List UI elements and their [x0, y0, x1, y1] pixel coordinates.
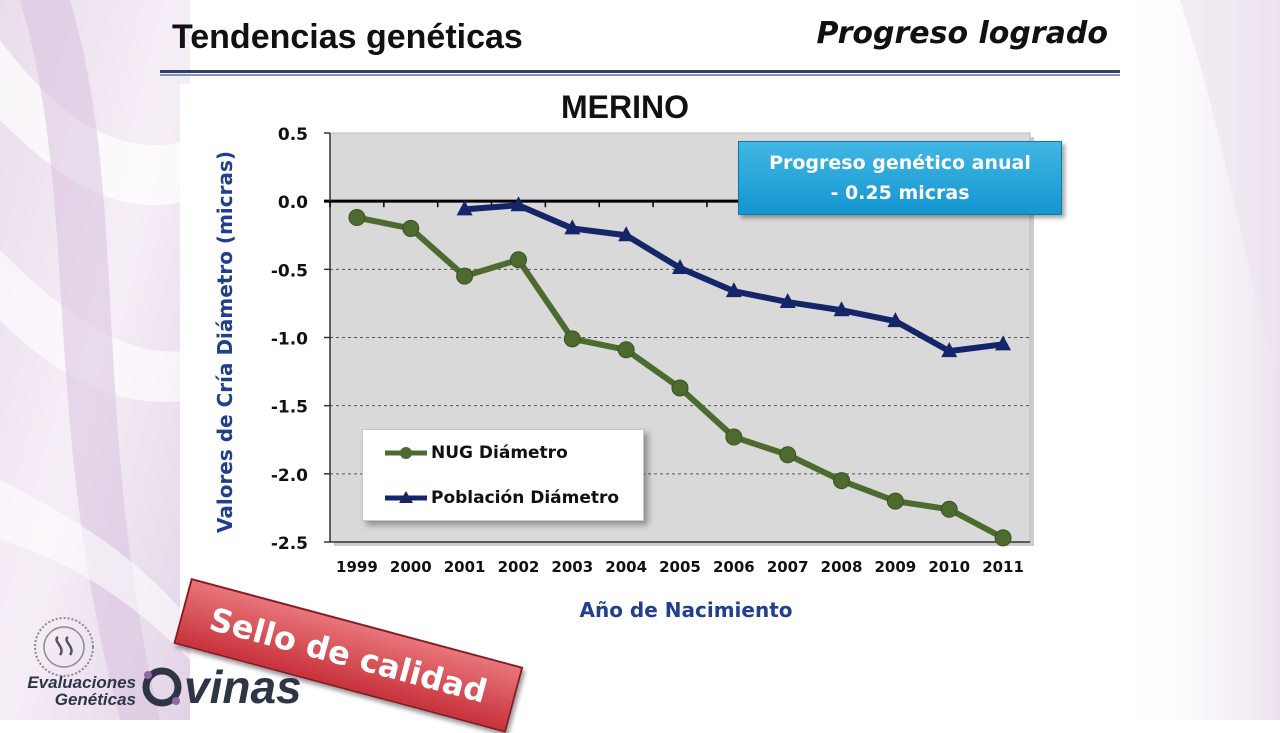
- legend-label-poblacion: Población Diámetro: [431, 488, 620, 508]
- data-point-nug: [402, 219, 420, 237]
- data-point-nug: [456, 267, 474, 285]
- data-point-poblacion: [618, 226, 635, 242]
- x-tick-label: 2008: [821, 558, 863, 576]
- chart-legend: NUG Diámetro Población Diámetro: [362, 429, 644, 521]
- x-tick-label: 1999: [336, 558, 378, 576]
- data-point-nug: [671, 379, 689, 397]
- annual-progress-callout: Progreso genético anual - 0.25 micras: [738, 141, 1062, 215]
- x-tick-label: 2000: [390, 558, 432, 576]
- data-point-nug: [563, 330, 581, 348]
- callout-line-1: Progreso genético anual: [769, 152, 1031, 174]
- data-point-poblacion: [564, 219, 581, 235]
- data-point-poblacion: [995, 335, 1012, 351]
- data-point-nug: [940, 500, 958, 518]
- logo-text: Evaluaciones Genéticas: [6, 674, 136, 708]
- x-tick-label: 2001: [444, 558, 486, 576]
- data-point-poblacion: [941, 342, 958, 358]
- legend-item-poblacion: Población Diámetro: [381, 484, 641, 514]
- data-point-nug: [617, 341, 635, 359]
- x-tick-label: 2004: [605, 558, 647, 576]
- x-tick-label: 2009: [875, 558, 917, 576]
- data-point-nug: [509, 251, 527, 269]
- x-tick-label: 2010: [928, 558, 970, 576]
- y-tick-label: -2.5: [271, 534, 308, 554]
- data-point-nug: [833, 472, 851, 490]
- x-tick-label: 2007: [767, 558, 809, 576]
- chart-title: MERINO: [561, 89, 689, 125]
- title-divider-accent: [160, 74, 1120, 76]
- callout-line-2: - 0.25 micras: [830, 182, 970, 204]
- data-point-nug: [348, 209, 366, 227]
- x-tick-label: 2011: [982, 558, 1024, 576]
- x-tick-label: 2006: [713, 558, 755, 576]
- data-point-poblacion: [779, 293, 796, 309]
- legend-swatch-poblacion: [385, 491, 427, 503]
- legend-label-nug: NUG Diámetro: [431, 443, 568, 463]
- logo-line-1: Evaluaciones: [27, 673, 136, 692]
- data-point-poblacion: [833, 301, 850, 317]
- logo-brand-text: vinas: [184, 661, 302, 713]
- logo-line-2: Genéticas: [54, 690, 136, 709]
- y-tick-label: 0.0: [278, 193, 308, 213]
- data-point-nug: [779, 446, 797, 464]
- data-point-nug: [725, 428, 743, 446]
- y-axis-title: Valores de Cría Diámetro (micras): [213, 151, 237, 533]
- seal-logo-icon: [34, 617, 94, 677]
- data-point-poblacion: [672, 258, 688, 274]
- y-tick-label: -0.5: [271, 261, 308, 281]
- data-point-nug: [994, 529, 1012, 547]
- x-axis-title: Año de Nacimiento: [579, 598, 792, 622]
- data-point-poblacion: [725, 282, 742, 298]
- y-tick-label: -2.0: [271, 466, 308, 486]
- data-point-poblacion: [887, 312, 904, 328]
- y-tick-label: -1.0: [271, 330, 308, 350]
- x-tick-label: 2002: [498, 558, 540, 576]
- x-tick-label: 2003: [551, 558, 593, 576]
- legend-swatch-nug: [385, 447, 427, 459]
- title-divider: [160, 70, 1120, 73]
- legend-item-nug: NUG Diámetro: [381, 439, 641, 469]
- data-point-poblacion: [456, 200, 473, 216]
- logo-brand: vinas: [140, 660, 302, 714]
- y-tick-label: -1.5: [271, 398, 308, 418]
- x-tick-label: 2005: [659, 558, 701, 576]
- data-point-poblacion: [510, 196, 527, 212]
- slide-subtitle: Progreso logrado: [816, 16, 1109, 51]
- sheep-ring-icon: [142, 667, 182, 707]
- data-point-nug: [886, 492, 904, 510]
- y-tick-label: 0.5: [278, 125, 308, 145]
- slide-title: Tendencias genéticas: [172, 18, 523, 56]
